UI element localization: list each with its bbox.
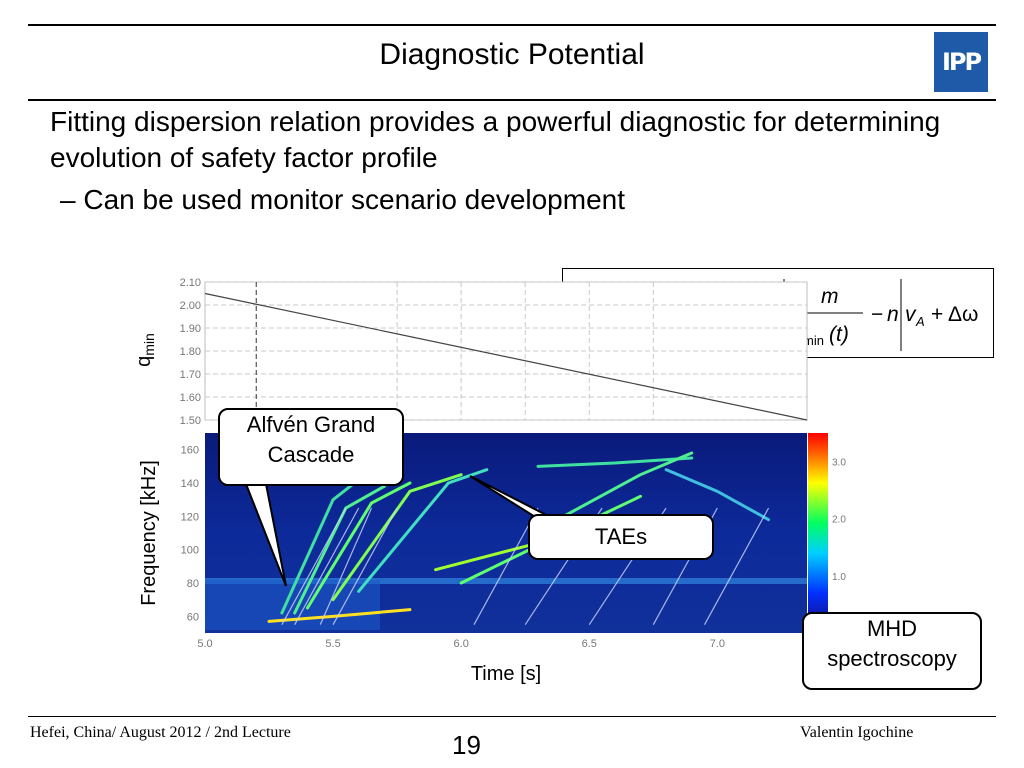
- spectrogram-xticks: 5.0 5.5 6.0 6.5 7.0: [197, 638, 725, 650]
- qmin-ytick-label: 1.70: [180, 369, 201, 381]
- low-frequency-band: [205, 578, 807, 584]
- mode-trace: [536, 456, 694, 468]
- callout-mhd: MHD spectroscopy: [802, 612, 982, 690]
- colorbar: [808, 433, 828, 633]
- spectrogram-xtick-label: 6.0: [454, 638, 469, 650]
- callout-mhd-line1: MHD: [866, 616, 918, 641]
- fitted-dispersion-line: [704, 507, 770, 625]
- colorbar-tick-label: 1.0: [832, 572, 846, 583]
- spectrogram-ytick-label: 80: [187, 578, 199, 590]
- svg-text:min: min: [803, 333, 824, 348]
- svg-text:n: n: [887, 303, 899, 326]
- spectrogram-ytick-label: 160: [181, 445, 199, 457]
- callout-taes: TAEs: [528, 514, 714, 560]
- fitted-dispersion-line: [332, 507, 398, 625]
- callout-agc-line1: Alfvén Grand: [246, 412, 376, 437]
- qmin-series-line: [204, 292, 808, 421]
- qmin-ytick-label: 2.10: [180, 277, 201, 289]
- callout-mhd-line2: spectroscopy: [827, 646, 957, 671]
- mode-trace: [357, 468, 489, 593]
- colorbar-ticks: 3.0 2.0 1.0: [832, 458, 846, 583]
- mode-trace: [331, 473, 463, 602]
- spectrogram-xtick-label: 5.0: [197, 638, 212, 650]
- colorbar-tick-label: 2.0: [832, 515, 846, 526]
- spectrogram-yticks: 160 140 120 100 80 60: [181, 445, 199, 624]
- spectrogram-xlabel: Time [s]: [471, 663, 541, 685]
- qmin-ytick-label: 1.80: [180, 346, 201, 358]
- spectrogram-ytick-label: 120: [181, 511, 199, 523]
- mode-trace: [267, 608, 412, 623]
- colorbar-tick-label: 3.0: [832, 458, 846, 469]
- qmin-yticks: 2.10 2.00 1.90 1.80 1.70 1.60 1.50: [180, 277, 201, 427]
- fitted-dispersion-line: [319, 507, 373, 625]
- page-title: Diagnostic Potential: [379, 38, 645, 71]
- mode-trace: [305, 481, 412, 610]
- fitted-dispersion-line: [281, 507, 347, 625]
- bullet-sub: – Can be used monitor scenario developme…: [60, 184, 626, 215]
- qmin-ytick-label: 1.50: [180, 415, 201, 427]
- qmin-grid: [205, 281, 807, 421]
- fitted-dispersion-line: [473, 507, 539, 625]
- callout-agc: Alfvén Grand Cascade: [218, 408, 404, 486]
- qmin-ytick-label: 1.90: [180, 323, 201, 335]
- qmin-chart: 2.10 2.00 1.90 1.80 1.70 1.60 1.50 qmin: [133, 277, 808, 427]
- callout-taes-label: TAEs: [594, 524, 648, 549]
- page-number: 19: [452, 730, 481, 760]
- top-rule: [28, 24, 996, 26]
- mode-trace: [280, 478, 361, 615]
- spectrogram-xtick-label: 6.5: [582, 638, 597, 650]
- spectrogram-ytick-label: 140: [181, 478, 199, 490]
- spectrogram-ytick-label: 100: [181, 545, 199, 557]
- svg-text:A: A: [915, 314, 925, 329]
- qmin-ylabel: qmin: [133, 333, 157, 367]
- agc-pointer: [244, 483, 287, 587]
- spectrogram-xtick-label: 7.0: [710, 638, 725, 650]
- svg-text:−: −: [871, 303, 883, 326]
- spectrogram-xtick-label: 5.5: [325, 638, 340, 650]
- spectrogram-ytick-label: 60: [187, 611, 199, 623]
- fitted-dispersion-line: [294, 507, 360, 625]
- title-rule: [28, 99, 996, 101]
- svg-text:v: v: [905, 303, 917, 326]
- qmin-ytick-label: 2.00: [180, 300, 201, 312]
- spectrogram-ylabel: Frequency [kHz]: [138, 460, 160, 606]
- footer-rule: [28, 716, 996, 717]
- svg-text:(t): (t): [829, 323, 849, 346]
- footer-left: Hefei, China/ August 2012 / 2nd Lecture: [30, 724, 291, 741]
- qmin-ytick-label: 1.60: [180, 392, 201, 404]
- footer-right: Valentin Igochine: [800, 724, 914, 741]
- bullet-main: Fitting dispersion relation provides a p…: [50, 106, 941, 173]
- callout-agc-line2: Cascade: [267, 442, 355, 467]
- svg-text:m: m: [821, 285, 839, 308]
- svg-text:+ Δω: + Δω: [931, 303, 978, 326]
- ipp-logo: IPP: [934, 32, 988, 92]
- mode-trace: [562, 451, 694, 518]
- mode-trace: [664, 468, 771, 522]
